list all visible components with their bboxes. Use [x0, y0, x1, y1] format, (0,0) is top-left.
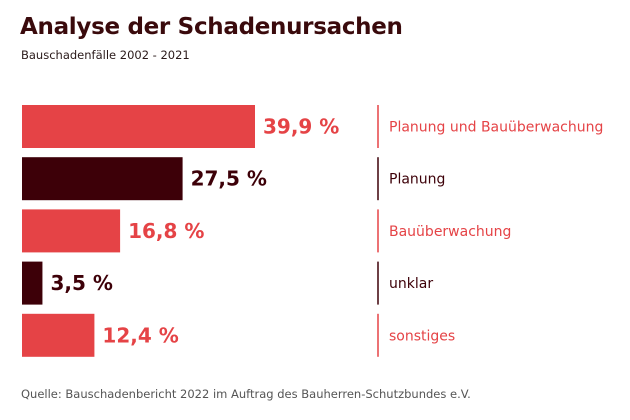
category-label-2: Bauüberwachung	[389, 224, 511, 240]
source-note: Quelle: Bauschadenbericht 2022 im Auftra…	[21, 387, 471, 401]
bar-0	[22, 105, 255, 148]
bar-4	[22, 313, 95, 357]
value-label-2: 16,8 %	[128, 219, 204, 243]
category-label-4: sonstiges	[389, 328, 455, 344]
bar-3	[22, 261, 43, 305]
chart-title: Analyse der Schadenursachen	[20, 14, 403, 40]
category-label-3: unklar	[389, 276, 433, 292]
category-label-1: Planung	[389, 172, 445, 188]
bar-2	[22, 209, 121, 253]
value-label-1: 27,5 %	[191, 167, 267, 191]
value-label-3: 3,5 %	[50, 271, 112, 295]
bar-1	[22, 157, 183, 201]
value-label-0: 39,9 %	[263, 115, 339, 139]
category-label-0: Planung und Bauüberwachung	[389, 120, 603, 136]
value-label-4: 12,4 %	[102, 323, 178, 347]
chart-subtitle: Bauschadenfälle 2002 - 2021	[21, 48, 190, 62]
